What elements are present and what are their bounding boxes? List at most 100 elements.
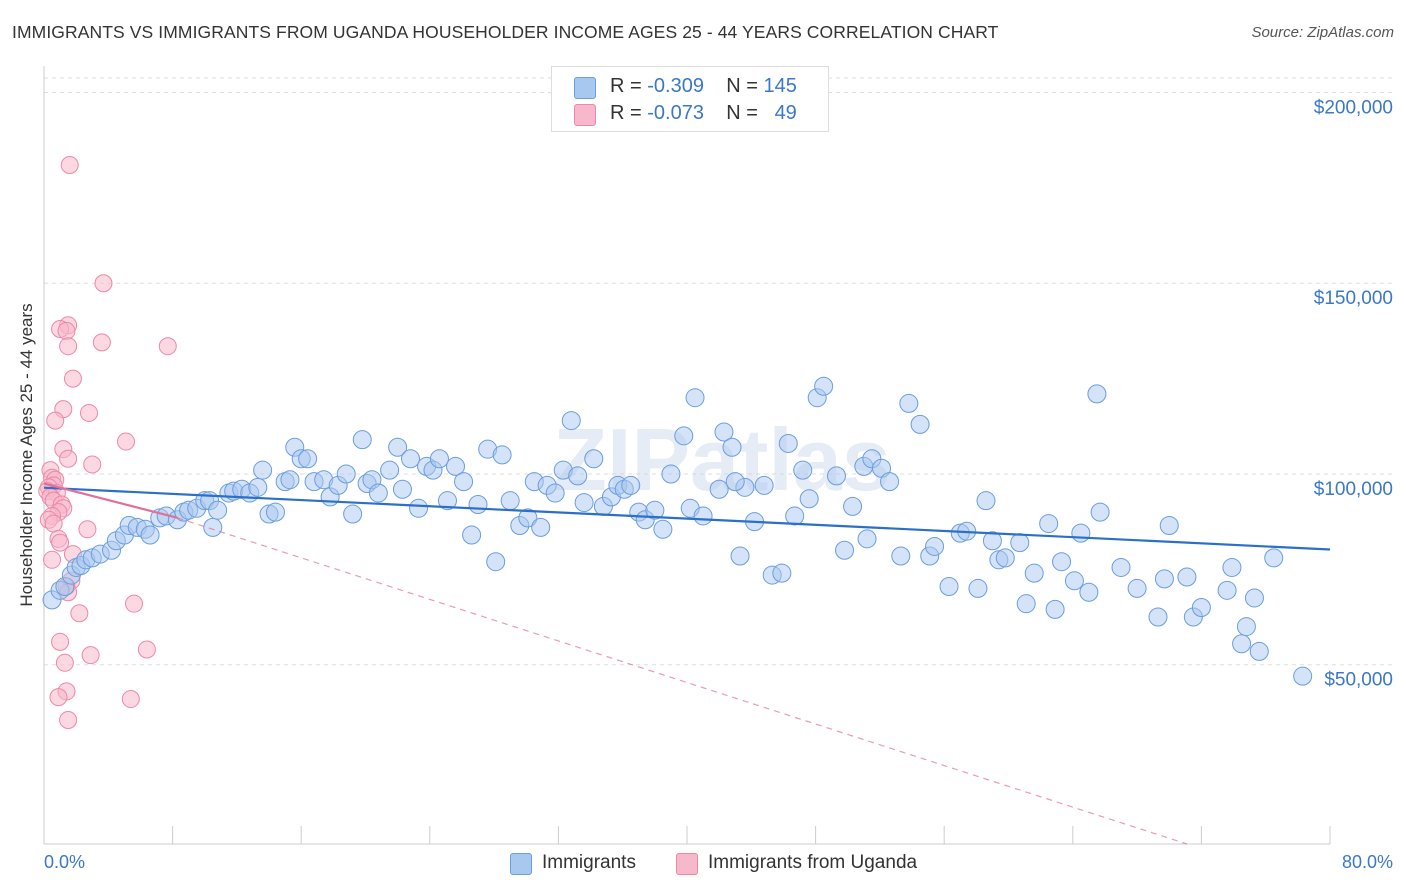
immigrants-point <box>1052 552 1072 572</box>
immigrants-point <box>722 437 742 457</box>
immigrants-point <box>409 498 429 518</box>
uganda-point <box>51 632 70 651</box>
source-label: Source: ZipAtlas.com <box>1251 24 1394 41</box>
uganda-point <box>78 520 97 539</box>
immigrants-point <box>925 536 945 556</box>
immigrants-point <box>799 489 819 509</box>
uganda-point <box>63 369 82 388</box>
immigrants-point <box>645 500 665 520</box>
immigrants-point <box>939 577 959 597</box>
immigrants-point <box>500 491 520 511</box>
y-tick-label: $150,000 <box>1314 288 1393 309</box>
pink-swatch <box>574 104 596 126</box>
immigrants-point <box>1016 594 1036 614</box>
immigrants-point <box>1071 523 1091 543</box>
uganda-point <box>94 274 113 293</box>
immigrants-point <box>772 563 792 583</box>
immigrants-point <box>1064 571 1084 591</box>
immigrants-point <box>468 494 488 514</box>
immigrants-point <box>392 479 412 499</box>
immigrants-point <box>574 493 594 513</box>
uganda-point <box>116 432 135 451</box>
immigrants-point <box>208 500 228 520</box>
uganda-point <box>158 337 177 356</box>
immigrants-point <box>899 393 919 413</box>
immigrants-point <box>140 525 160 545</box>
immigrants-point <box>778 433 798 453</box>
uganda-point <box>92 333 111 352</box>
axes <box>43 66 1331 845</box>
immigrants-point <box>1264 548 1284 568</box>
immigrants-point <box>730 546 750 566</box>
immigrants-point <box>352 430 372 450</box>
y-tick-labels: $50,000 $100,000 $150,000 $200,000 <box>1314 98 1393 691</box>
immigrants-point <box>843 496 863 516</box>
immigrants-point <box>336 464 356 484</box>
immigrants-point <box>1222 557 1242 577</box>
immigrants-point <box>1087 384 1107 404</box>
immigrants-point <box>910 414 930 434</box>
r-label: R = <box>610 102 642 124</box>
blue-swatch <box>574 77 596 99</box>
uganda-trend-dashed <box>177 517 1188 845</box>
y-tick-label: $100,000 <box>1314 479 1393 500</box>
immigrants-point <box>1148 607 1168 627</box>
immigrants-point <box>343 504 363 524</box>
y-axis-label: Householder Income Ages 25 - 44 years <box>17 303 36 607</box>
uganda-point <box>43 550 62 569</box>
immigrants-point <box>693 506 713 526</box>
immigrants-point <box>835 540 855 560</box>
immigrants-point <box>725 472 745 492</box>
immigrants-point <box>880 472 900 492</box>
immigrants-point <box>1024 563 1044 583</box>
immigrants-point <box>857 529 877 549</box>
immigrants-point <box>1244 588 1264 608</box>
immigrants-point <box>265 502 285 522</box>
immigrants-point <box>1232 634 1252 654</box>
immigrants-point <box>298 449 318 469</box>
immigrants-point <box>995 548 1015 568</box>
immigrants-point <box>486 552 506 572</box>
immigrants-point <box>454 472 474 492</box>
n-label: N = <box>726 102 758 124</box>
immigrants-point <box>492 445 512 465</box>
chart-title: IMMIGRANTS VS IMMIGRANTS FROM UGANDA HOU… <box>12 22 999 42</box>
legend-label: Immigrants from Uganda <box>708 852 918 873</box>
immigrants-point <box>1039 514 1059 534</box>
uganda-trend-solid <box>43 482 178 519</box>
immigrants-point <box>429 449 449 469</box>
immigrants-point <box>1111 557 1131 577</box>
legend-label: Immigrants <box>542 852 636 873</box>
immigrants-point <box>785 506 805 526</box>
immigrants-point <box>1191 597 1211 617</box>
immigrants-point <box>1249 641 1269 661</box>
immigrants-point <box>253 460 273 480</box>
uganda-point <box>49 688 68 707</box>
uganda-point <box>80 403 99 422</box>
x-max-label: 80.0% <box>1341 852 1393 872</box>
immigrants-point <box>653 519 673 539</box>
uganda-point <box>59 337 78 356</box>
immigrants-point <box>709 479 729 499</box>
immigrants-point <box>661 464 681 484</box>
pink-swatch <box>676 853 698 875</box>
immigrants-point <box>248 477 268 497</box>
immigrants-point <box>976 491 996 511</box>
immigrants-trend-line <box>43 486 1331 551</box>
uganda-point <box>81 646 100 665</box>
immigrants-point <box>674 426 694 446</box>
immigrants-point <box>388 437 408 457</box>
uganda-point <box>137 640 156 659</box>
immigrants-point <box>1010 533 1030 553</box>
immigrants-point <box>545 483 565 503</box>
immigrants-point <box>446 456 466 476</box>
immigrants-point <box>518 508 538 528</box>
r-value: -0.309 <box>647 75 704 97</box>
n-value: 49 <box>774 102 797 124</box>
uganda-point <box>57 321 76 340</box>
immigrants-point <box>1177 567 1197 587</box>
immigrants-point <box>1154 569 1174 589</box>
correlation-legend: R = -0.309 N = 145 R = -0.073 N = 49 <box>551 66 829 132</box>
uganda-point <box>44 514 63 533</box>
